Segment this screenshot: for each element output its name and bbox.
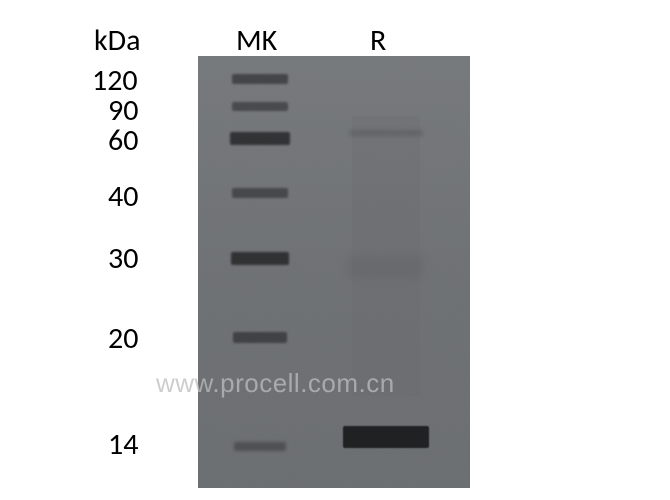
gel-figure: www.procell.com.cn kDaMKR120906040302014: [0, 0, 670, 500]
gel-band: [233, 332, 287, 343]
gel-band: [348, 256, 424, 278]
column-header: kDa: [94, 22, 140, 59]
mw-tick-label: 40: [108, 178, 138, 215]
gel-band: [232, 74, 288, 84]
gel-band: [231, 252, 289, 265]
mw-tick-label: 30: [108, 240, 138, 277]
gel-band: [232, 102, 288, 111]
gel-background: [198, 56, 470, 488]
gel-image: [198, 56, 470, 488]
column-header: R: [370, 22, 386, 59]
gel-band: [234, 442, 286, 451]
column-header: MK: [236, 22, 277, 59]
mw-tick-label: 14: [108, 426, 138, 463]
gel-band: [232, 188, 288, 198]
gel-band: [230, 132, 290, 145]
mw-tick-label: 20: [108, 320, 138, 357]
mw-tick-label: 60: [108, 122, 138, 159]
gel-band: [343, 426, 429, 448]
gel-band: [349, 130, 423, 136]
